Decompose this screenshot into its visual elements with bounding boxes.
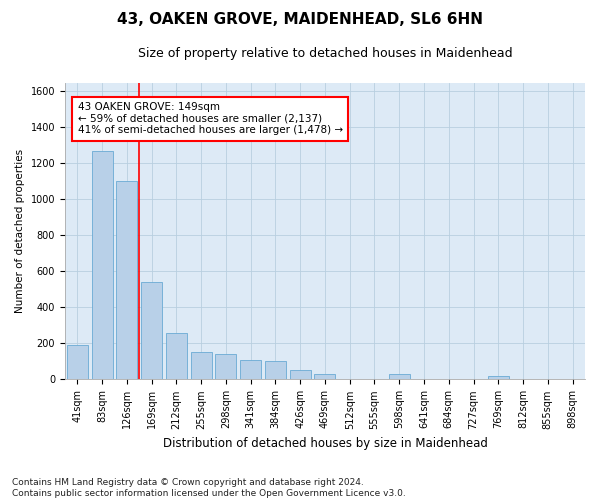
Bar (290, 370, 311, 380)
Bar (116, 182, 137, 380)
Bar (265, 362, 286, 380)
Bar (314, 374, 335, 380)
X-axis label: Distribution of detached houses by size in Maidenhead: Distribution of detached houses by size … (163, 437, 487, 450)
Bar (191, 352, 212, 380)
Bar (166, 332, 187, 380)
Text: Contains HM Land Registry data © Crown copyright and database right 2024.
Contai: Contains HM Land Registry data © Crown c… (12, 478, 406, 498)
Title: Size of property relative to detached houses in Maidenhead: Size of property relative to detached ho… (137, 48, 512, 60)
Bar (67, 346, 88, 380)
Bar (488, 376, 509, 380)
Bar (240, 360, 261, 380)
Y-axis label: Number of detached properties: Number of detached properties (15, 149, 25, 313)
Bar (92, 151, 113, 380)
Bar (141, 282, 162, 380)
Text: 43, OAKEN GROVE, MAIDENHEAD, SL6 6HN: 43, OAKEN GROVE, MAIDENHEAD, SL6 6HN (117, 12, 483, 28)
Text: 43 OAKEN GROVE: 149sqm
← 59% of detached houses are smaller (2,137)
41% of semi-: 43 OAKEN GROVE: 149sqm ← 59% of detached… (77, 102, 343, 136)
Bar (215, 354, 236, 380)
Bar (389, 374, 410, 380)
